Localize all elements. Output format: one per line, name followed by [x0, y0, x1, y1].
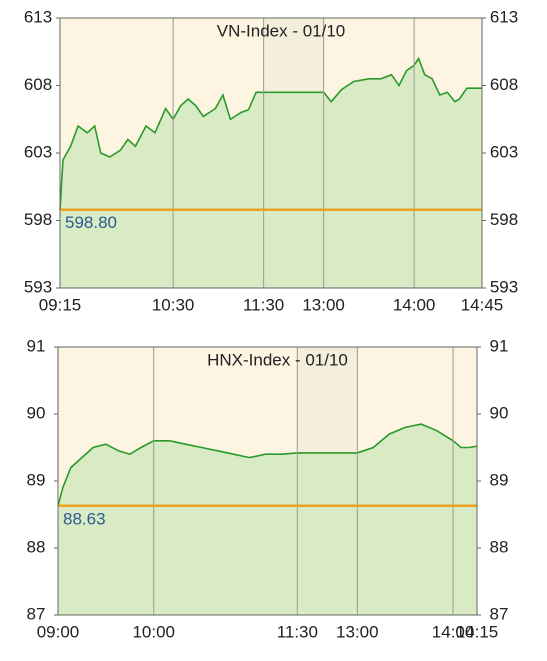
y2-tick-label: 608 — [490, 75, 518, 94]
y-tick-label: 89 — [27, 470, 46, 489]
x-tick-label: 14:45 — [461, 295, 504, 314]
x-tick-label: 13:00 — [302, 295, 345, 314]
y2-tick-label: 603 — [490, 142, 518, 161]
y-tick-label: 598 — [24, 210, 52, 229]
y-tick-label: 88 — [27, 537, 46, 556]
chart-title: VN-Index - 01/10 — [217, 21, 346, 40]
x-tick-label: 10:30 — [152, 295, 195, 314]
x-tick-label: 13:00 — [336, 622, 379, 641]
reference-label: 598.80 — [65, 213, 117, 232]
x-tick-label: 09:00 — [37, 622, 80, 641]
y-tick-label: 608 — [24, 75, 52, 94]
x-tick-label: 09:15 — [39, 295, 82, 314]
chart-title: HNX-Index - 01/10 — [207, 350, 348, 369]
x-tick-label: 11:30 — [243, 295, 284, 314]
x-tick-label: 10:00 — [132, 622, 175, 641]
x-tick-label: 14:15 — [456, 622, 499, 641]
x-tick-label: 11:30 — [277, 622, 318, 641]
y-tick-label: 603 — [24, 142, 52, 161]
y-tick-label: 613 — [24, 7, 52, 26]
reference-label: 88.63 — [63, 509, 106, 528]
y-tick-label: 593 — [24, 277, 52, 296]
y2-tick-label: 88 — [490, 537, 509, 556]
area — [60, 58, 482, 288]
x-tick-label: 14:00 — [393, 295, 436, 314]
x-tick-label: 14:00 — [432, 622, 475, 641]
area — [58, 424, 477, 615]
y2-tick-label: 593 — [490, 277, 518, 296]
y2-tick-label: 90 — [490, 403, 509, 422]
y2-tick-label: 87 — [490, 604, 509, 623]
y-tick-label: 91 — [27, 336, 46, 355]
y-tick-label: 87 — [27, 604, 46, 623]
line — [57, 423, 478, 507]
y2-tick-label: 598 — [490, 210, 518, 229]
line — [59, 56, 482, 210]
y2-tick-label: 613 — [490, 7, 518, 26]
y-tick-label: 90 — [27, 403, 46, 422]
y2-tick-label: 89 — [490, 470, 509, 489]
y2-tick-label: 91 — [490, 336, 509, 355]
